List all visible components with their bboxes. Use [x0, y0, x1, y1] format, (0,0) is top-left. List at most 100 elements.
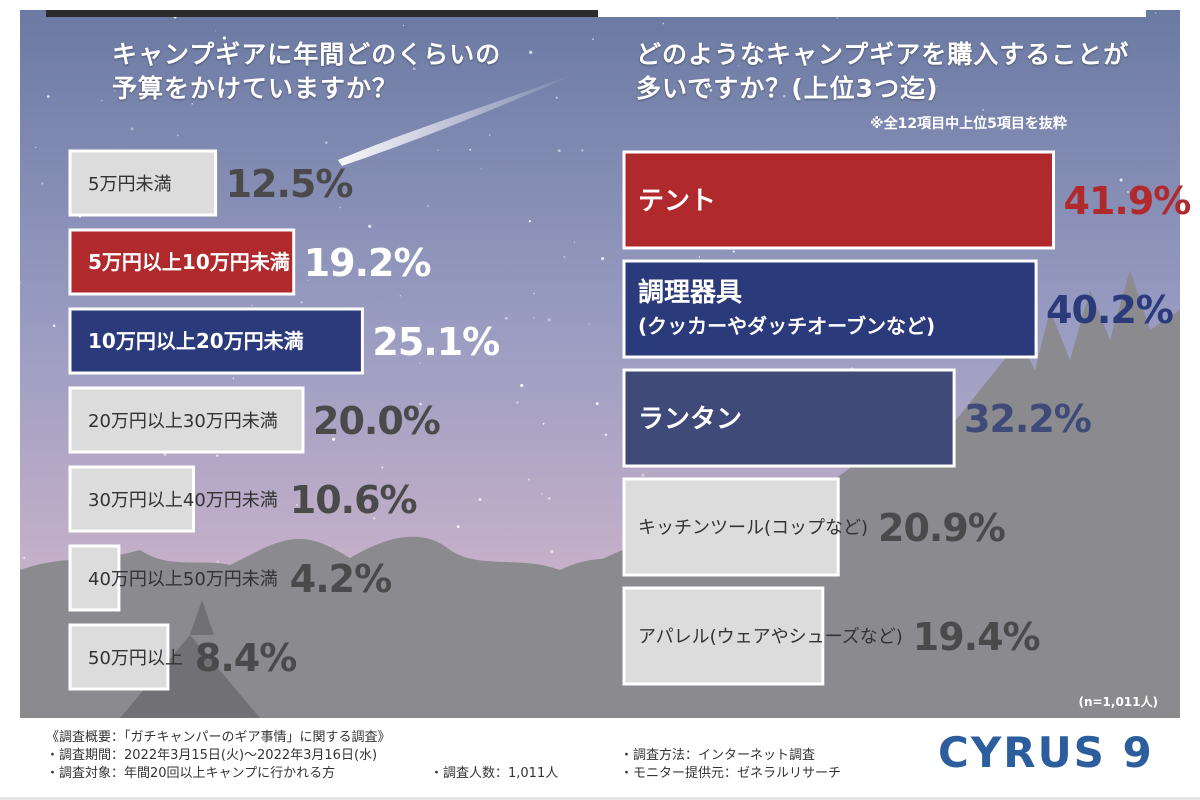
footer-bottom-rule [0, 797, 1200, 800]
star [592, 38, 594, 40]
star [782, 94, 786, 98]
star [478, 498, 482, 501]
star [798, 97, 801, 100]
star [114, 89, 116, 92]
star [459, 59, 463, 62]
star [573, 241, 576, 243]
star [641, 473, 645, 477]
star [1126, 190, 1130, 194]
star [456, 525, 460, 528]
star [23, 556, 26, 560]
survey-footer: 《調査概要：「ガチキャンパーのギア事情」に関する調査》 ・調査期間：2022年3… [0, 718, 1200, 800]
star [601, 257, 605, 261]
budget-bar-label: 5万円未満 [88, 174, 171, 195]
gear-bar [622, 259, 1038, 359]
budget-bar [68, 465, 195, 533]
star [373, 517, 376, 520]
star [533, 293, 535, 295]
star [604, 433, 608, 436]
gear-bar-label: キッチンツール(コップなど) [638, 518, 868, 539]
star [752, 90, 756, 94]
star [850, 367, 853, 369]
star [232, 377, 235, 379]
star [46, 95, 50, 98]
star [480, 168, 482, 170]
star [982, 108, 985, 111]
gear-bar [622, 368, 956, 468]
right-question-line-1: どのようなキャンプギアを購入することが [636, 40, 1130, 69]
gear-bar [622, 150, 1055, 250]
right-question-title: どのようなキャンプギアを購入することが 多いですか？(上位3つ迄) [636, 38, 1156, 106]
star [469, 148, 472, 151]
top-rule-light [598, 10, 1146, 17]
star [595, 402, 599, 406]
star [547, 318, 551, 322]
star [1155, 12, 1157, 14]
star [235, 179, 237, 181]
left-question-line-2: 予算をかけていますか？ [112, 74, 399, 103]
star [555, 96, 558, 99]
budget-bar-label: 5万円以上10万円未満 [88, 250, 290, 274]
survey-count: ・調査人数：1,011人 [430, 766, 559, 781]
sample-size: (n=1,011人) [1078, 695, 1158, 709]
gear-bar-label: アパレル(ウェアやシューズなど) [638, 627, 903, 648]
top-rule-dark [46, 10, 598, 17]
survey-target: ・調査対象：年間20回以上キャンプに行かれる方 [46, 766, 336, 781]
star [216, 560, 219, 563]
monitor-provider: ・モニター提供元：ゼネラルリサーチ [620, 766, 842, 781]
star [313, 274, 315, 277]
star [563, 255, 566, 258]
gear-value-label: 40.2% [1046, 288, 1173, 332]
star [307, 279, 309, 281]
gear-value-label: 20.9% [878, 506, 1005, 550]
star [300, 301, 303, 304]
star [528, 478, 531, 481]
star [437, 149, 439, 152]
star [936, 85, 938, 88]
star [216, 454, 219, 457]
budget-bar-label: 50万円以上 [88, 648, 183, 669]
budget-value-label: 4.2% [290, 557, 391, 601]
budget-value-label: 20.0% [313, 399, 440, 443]
budget-bar [68, 544, 121, 612]
star [542, 422, 545, 425]
star [732, 250, 735, 253]
gear-bar-label: テント [638, 186, 716, 216]
gear-bar [622, 586, 825, 686]
star [399, 295, 401, 297]
star [836, 17, 838, 19]
star [381, 466, 384, 469]
star [488, 134, 491, 136]
star [528, 220, 532, 223]
gear-bar [622, 477, 840, 577]
star [588, 323, 590, 325]
star [698, 256, 701, 258]
star [781, 51, 784, 55]
gear-bar-label: (クッカーやダッチオーブンなど) [638, 314, 935, 338]
star [215, 30, 217, 32]
budget-bar-label: 30万円以上40万円未満 [88, 490, 278, 511]
star [709, 88, 713, 92]
star [419, 362, 421, 364]
star [515, 401, 519, 404]
budget-value-label: 12.5% [226, 162, 353, 206]
star [419, 402, 422, 406]
cyrus-logo: CYRUS 9 [938, 728, 1154, 777]
gear-value-label: 41.9% [1064, 179, 1191, 223]
star [101, 99, 103, 102]
left-question-line-1: キャンプギアに年間どのくらいの [112, 40, 502, 69]
star [742, 57, 745, 60]
star [412, 67, 416, 71]
star [20, 281, 22, 284]
star [738, 65, 740, 67]
star [427, 205, 429, 207]
star [368, 224, 372, 228]
budget-bar [68, 623, 170, 691]
budget-bar [68, 386, 305, 454]
star [295, 504, 298, 507]
star [328, 545, 330, 547]
survey-method: ・調査方法：インターネット調査 [620, 748, 816, 763]
